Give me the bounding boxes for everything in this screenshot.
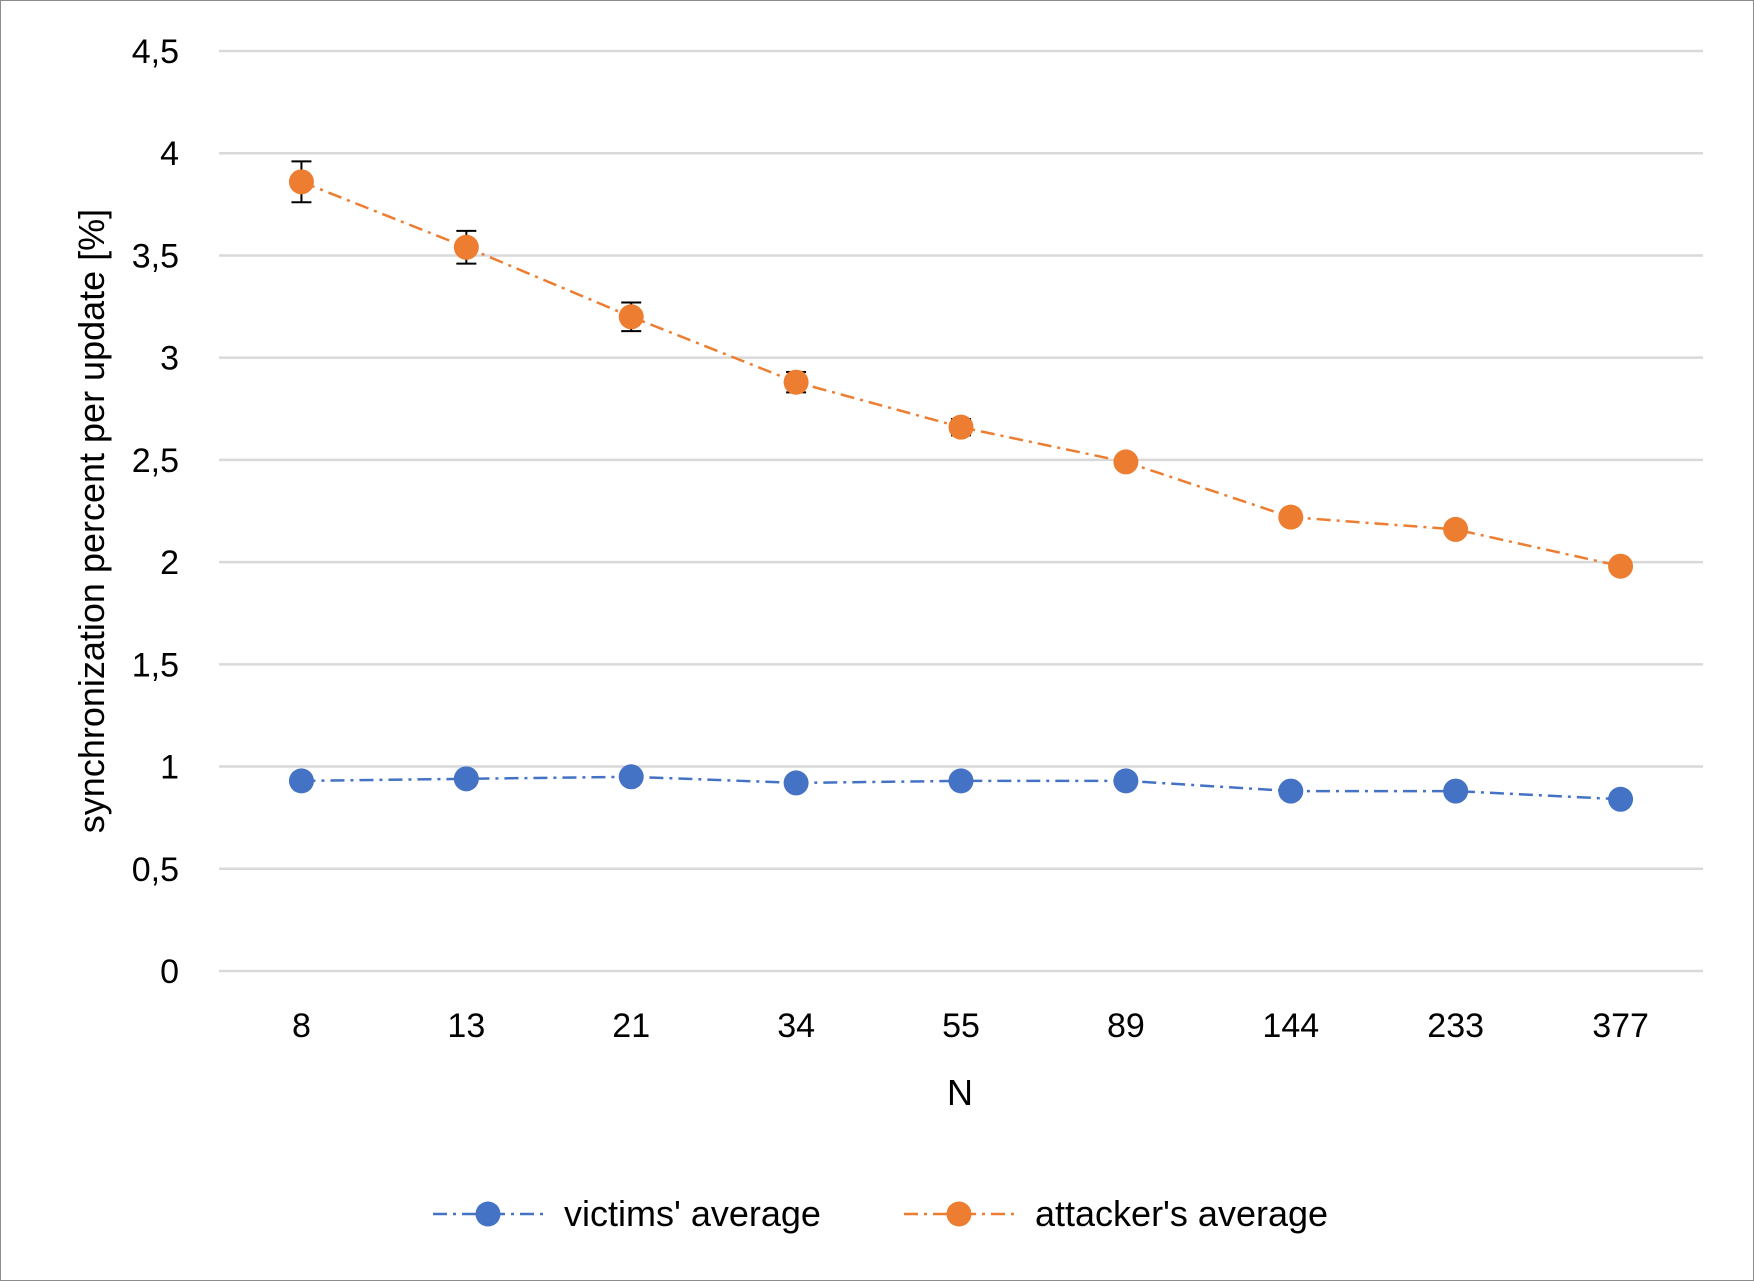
data-point [783,369,809,395]
data-point [1113,449,1139,475]
legend-label: victims' average [564,1193,821,1234]
series-1 [288,160,1634,579]
x-axis-title: N [947,1072,973,1113]
data-point [783,770,809,796]
y-tick-label: 1 [160,749,179,787]
series-layer [288,160,1634,812]
x-tick-label: 233 [1427,1007,1484,1045]
legend: victims' average attacker's average [433,1193,1328,1234]
y-tick-label: 0,5 [132,851,179,889]
gridlines [219,49,1703,973]
data-point [1443,778,1469,804]
y-tick-label: 4,5 [132,33,179,71]
data-point [453,234,479,260]
x-axis-ticks: 8 13 21 34 55 89 144 233 377 [292,1007,1649,1045]
y-axis-title: synchronization percent per update [%] [71,209,112,833]
legend-item-0: victims' average [433,1193,821,1234]
y-tick-label: 3,5 [132,237,179,275]
x-tick-label: 377 [1592,1007,1649,1045]
x-tick-label: 89 [1107,1007,1145,1045]
data-point [618,304,644,330]
data-point [1608,786,1634,812]
x-tick-label: 55 [942,1007,980,1045]
data-point [1278,778,1304,804]
data-point [1113,768,1139,794]
x-tick-label: 13 [447,1007,485,1045]
data-point [288,768,314,794]
y-axis-ticks: 0 0,5 1 1,5 2 2,5 3 3,5 4 4,5 [132,33,179,991]
x-tick-label: 144 [1262,1007,1319,1045]
y-tick-label: 1,5 [132,646,179,684]
data-point [618,764,644,790]
x-tick-label: 34 [777,1007,815,1045]
data-point [453,766,479,792]
data-point [948,768,974,794]
y-tick-label: 0 [160,953,179,991]
data-point [288,169,314,195]
y-tick-label: 3 [160,340,179,378]
series-line [300,180,1621,568]
series-0 [288,764,1634,812]
data-point [1278,504,1304,530]
legend-swatch-marker [946,1201,972,1227]
legend-label: attacker's average [1035,1193,1328,1234]
legend-swatch-marker [475,1201,501,1227]
data-point [1608,553,1634,579]
x-tick-label: 8 [292,1007,311,1045]
legend-item-1: attacker's average [904,1193,1328,1234]
y-tick-label: 2,5 [132,442,179,480]
data-point [948,414,974,440]
data-point [1443,516,1469,542]
x-tick-label: 21 [612,1007,650,1045]
y-tick-label: 2 [160,544,179,582]
y-tick-label: 4 [160,135,179,173]
